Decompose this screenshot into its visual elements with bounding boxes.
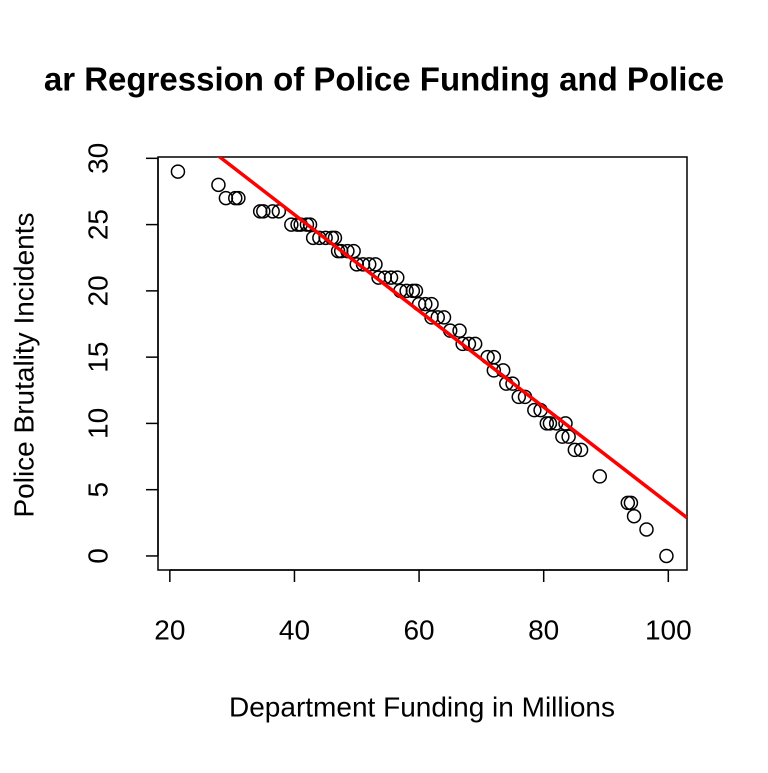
point	[592, 469, 608, 484]
point	[284, 217, 299, 232]
y-axis-label: Police Brutality Incidents	[8, 212, 39, 517]
point	[555, 429, 570, 444]
y-tick-label: 20	[82, 275, 113, 306]
y-tick-label: 25	[82, 209, 113, 240]
point	[620, 495, 636, 511]
point	[659, 548, 674, 564]
point	[505, 376, 520, 391]
point	[256, 204, 271, 219]
point	[265, 204, 280, 219]
y-tick-label: 5	[82, 482, 113, 498]
point	[228, 190, 243, 206]
point	[170, 164, 186, 179]
point	[467, 336, 483, 352]
point	[626, 508, 642, 524]
x-tick-label: 20	[154, 614, 185, 645]
y-tick-label: 10	[82, 408, 113, 439]
point	[567, 442, 583, 458]
y-tick-label: 0	[82, 548, 113, 564]
plot-frame	[157, 156, 688, 571]
point	[318, 230, 333, 246]
x-axis-label: Department Funding in Millions	[229, 691, 615, 722]
point	[542, 416, 558, 431]
point	[390, 270, 405, 285]
point	[486, 363, 502, 378]
y-tick-label: 30	[82, 143, 113, 174]
x-tick-label: 100	[645, 614, 692, 645]
x-tick-label: 40	[279, 614, 310, 645]
point	[527, 402, 542, 418]
point	[561, 429, 576, 444]
point	[211, 177, 226, 193]
chart-title: ar Regression of Police Funding and Poli…	[44, 61, 724, 98]
point	[346, 243, 361, 259]
point	[383, 270, 399, 285]
point	[639, 522, 654, 537]
point	[399, 283, 414, 299]
y-tick-label: 15	[82, 342, 113, 373]
x-tick-label: 60	[403, 614, 434, 645]
point	[573, 442, 589, 458]
point	[452, 323, 467, 338]
point	[252, 204, 268, 219]
point	[368, 257, 383, 272]
point	[558, 416, 573, 431]
point	[302, 217, 318, 232]
point	[511, 389, 527, 405]
point	[418, 296, 433, 312]
regression-line	[216, 157, 687, 520]
point	[231, 190, 246, 206]
x-tick-label: 80	[528, 614, 559, 645]
point	[436, 310, 452, 325]
point	[271, 204, 287, 219]
point	[623, 495, 639, 511]
point	[408, 283, 424, 299]
